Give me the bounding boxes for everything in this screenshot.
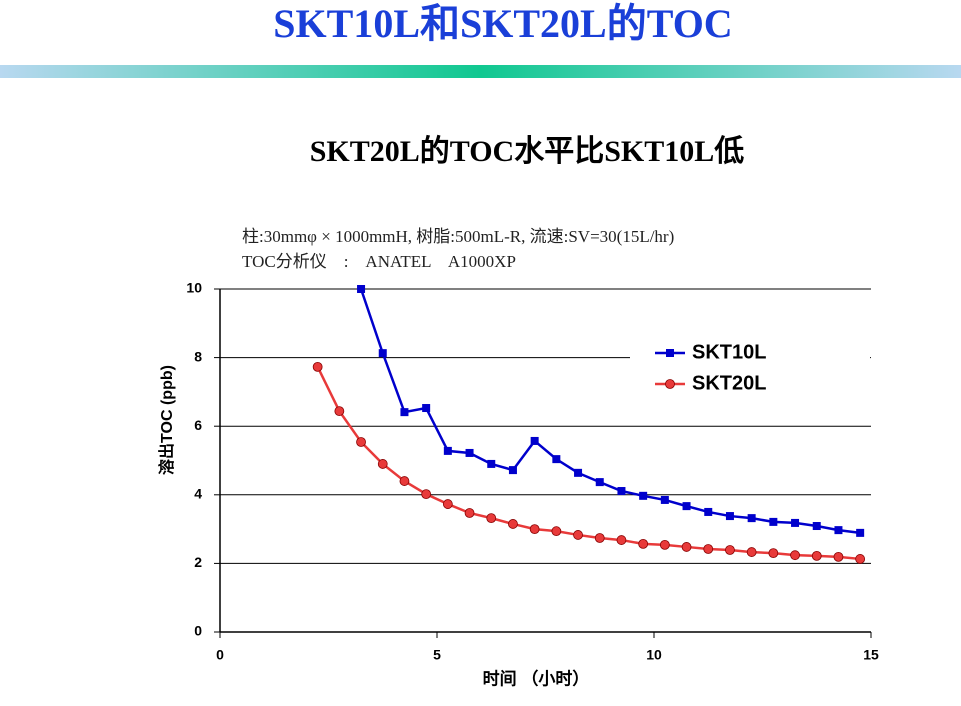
- point: [811, 550, 822, 561]
- series-line: [359, 288, 861, 535]
- point: [790, 550, 800, 561]
- point: [551, 526, 562, 537]
- point: [703, 544, 714, 554]
- point: [812, 522, 821, 531]
- legend-marker: [665, 379, 675, 389]
- point: [377, 459, 388, 469]
- point: [400, 408, 409, 417]
- y-tick-label: 8: [194, 348, 202, 364]
- point: [595, 478, 604, 487]
- point: [725, 545, 735, 555]
- point: [334, 406, 345, 417]
- point: [529, 524, 540, 534]
- point: [465, 448, 474, 457]
- point: [508, 519, 518, 529]
- point: [357, 285, 366, 293]
- point: [574, 468, 583, 477]
- point: [421, 489, 432, 500]
- point: [769, 517, 778, 526]
- chart-title: SKT20L的TOC水平比SKT10L低: [310, 135, 745, 168]
- legend-box: [630, 333, 870, 403]
- legend-label: SKT10L: [692, 341, 766, 363]
- point: [659, 539, 670, 550]
- point: [747, 514, 756, 523]
- x-tick-label: 10: [646, 647, 662, 663]
- point: [638, 538, 649, 549]
- point: [704, 507, 713, 516]
- point: [639, 491, 648, 500]
- slide-title: SKT10L和SKT20L的TOC: [273, 1, 732, 46]
- point: [399, 476, 410, 486]
- point: [508, 466, 517, 475]
- point: [573, 530, 583, 540]
- point: [856, 528, 865, 537]
- y-tick-label: 0: [194, 623, 202, 639]
- y-tick-label: 2: [194, 554, 202, 570]
- title-bar: [0, 65, 961, 78]
- y-tick-label: 6: [194, 417, 202, 433]
- point: [833, 551, 844, 562]
- point: [530, 436, 539, 445]
- point: [834, 526, 843, 535]
- point: [486, 513, 497, 524]
- x-tick-label: 0: [216, 647, 224, 663]
- point: [725, 512, 734, 521]
- legend-label: SKT20L: [692, 372, 766, 394]
- point: [791, 518, 800, 527]
- x-tick-label: 5: [433, 647, 441, 663]
- note: 柱:30mmφ × 1000mmH, 树脂:500mL-R, 流速:SV=30(…: [242, 227, 674, 246]
- point: [422, 404, 431, 413]
- x-axis-label: 时间 （小时）: [483, 668, 590, 688]
- point: [746, 547, 757, 557]
- point: [378, 349, 387, 358]
- y-tick-label: 4: [194, 486, 202, 502]
- y-tick-label: 10: [186, 280, 202, 296]
- point: [312, 361, 323, 372]
- x-tick-label: 15: [863, 647, 879, 663]
- point: [682, 502, 691, 511]
- legend-marker: [666, 349, 674, 357]
- point: [487, 459, 496, 468]
- point: [855, 554, 866, 564]
- point: [594, 533, 605, 543]
- point: [552, 455, 561, 464]
- point: [660, 495, 669, 504]
- point: [442, 499, 453, 509]
- y-axis-label: 溶出TOC (ppb): [157, 365, 176, 475]
- point: [681, 542, 692, 552]
- point: [464, 508, 475, 518]
- point: [617, 487, 626, 496]
- point: [443, 446, 452, 455]
- note: TOC分析仪 : ANATEL A1000XP: [242, 252, 516, 271]
- point: [356, 437, 366, 447]
- point: [768, 548, 779, 559]
- point: [616, 535, 627, 545]
